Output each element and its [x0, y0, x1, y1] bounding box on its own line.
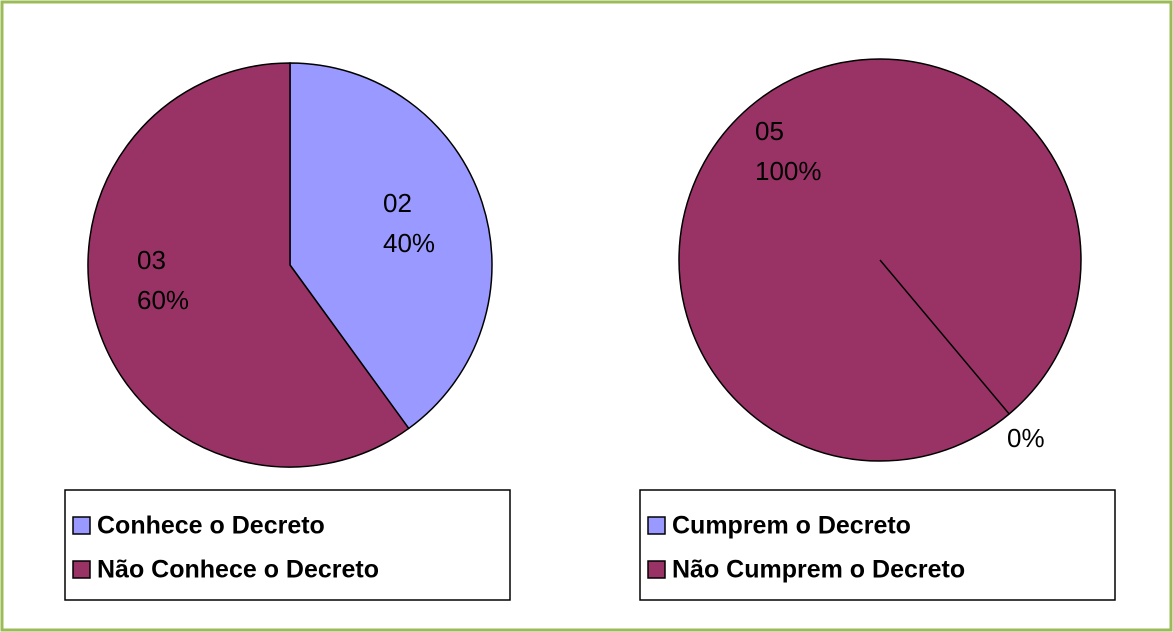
value-label: 03 [137, 245, 166, 275]
legend-swatch [647, 560, 666, 579]
slice-edge [879, 259, 1010, 415]
percent-label: 100% [755, 156, 822, 186]
legend-label: Não Conhece o Decreto [97, 556, 379, 584]
value-label: 05 [755, 116, 784, 146]
legend-swatch [72, 516, 91, 535]
pie-slice [289, 62, 493, 430]
percent-label: 60% [137, 285, 189, 315]
percent-label: 0% [1007, 423, 1045, 453]
legend-label: Conhece o Decreto [97, 512, 325, 540]
percent-label: 40% [383, 228, 435, 258]
pie-slice [87, 62, 410, 468]
value-label: 02 [383, 188, 412, 218]
legend-label: Cumprem o Decreto [672, 512, 911, 540]
legend-box [639, 489, 1116, 601]
legend-box [64, 489, 511, 601]
legend-label: Não Cumprem o Decreto [672, 556, 965, 584]
legend-swatch [647, 516, 666, 535]
legend-swatch [72, 560, 91, 579]
